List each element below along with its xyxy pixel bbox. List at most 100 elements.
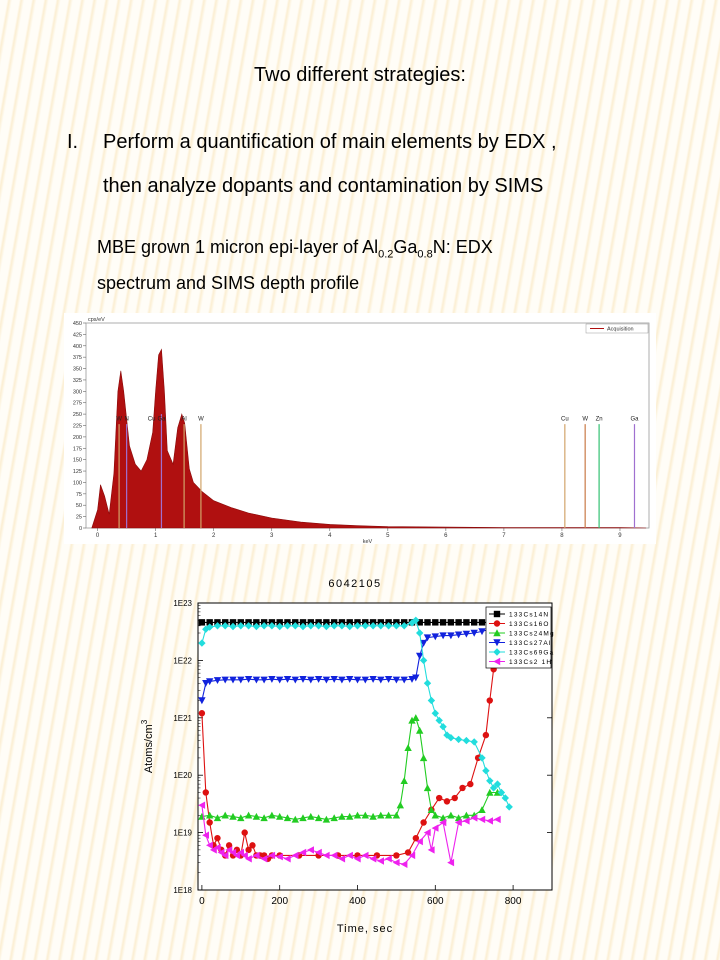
- sims-chart-title: 6042105: [328, 578, 381, 590]
- sims-data-point: [416, 652, 424, 660]
- sims-data-point: [419, 639, 428, 647]
- sims-data-point: [462, 630, 471, 638]
- sims-data-point: [346, 812, 354, 820]
- sims-data-point: [299, 676, 307, 683]
- strategy-number: I.: [67, 131, 79, 153]
- sims-data-point: [252, 676, 261, 684]
- edx-peak-label: Zn: [596, 416, 603, 422]
- sims-data-point: [451, 794, 458, 802]
- sims-data-point: [330, 676, 338, 683]
- sims-data-point: [431, 633, 439, 641]
- sims-data-point: [400, 860, 408, 868]
- sims-legend-entry: 133Cs24Mg: [509, 631, 555, 638]
- edx-peak-label: W: [198, 416, 204, 422]
- desc-part2: Ga: [393, 237, 418, 257]
- sims-data-point: [384, 855, 392, 863]
- edx-y-tick-label: 275: [73, 401, 82, 407]
- sims-data-point: [322, 815, 331, 823]
- sims-y-tick-label: 1E21: [173, 714, 192, 723]
- sims-data-point: [474, 754, 482, 762]
- edx-y-tick-label: 200: [73, 435, 82, 441]
- sims-data-point: [268, 676, 276, 683]
- edx-x-tick-label: 8: [560, 533, 564, 539]
- sims-data-point: [229, 619, 237, 626]
- sims-data-point: [198, 801, 206, 809]
- sims-y-tick-label: 1E23: [173, 599, 192, 608]
- sims-x-tick-label: 800: [505, 896, 522, 907]
- sims-legend-entry: 133Cs14N: [509, 612, 549, 619]
- edx-y-tick-label: 325: [73, 378, 82, 384]
- edx-x-tick-label: 5: [386, 533, 390, 539]
- sims-data-point: [198, 619, 206, 626]
- sims-data-point: [323, 619, 330, 626]
- sims-data-point: [493, 657, 501, 666]
- sims-series: [198, 714, 502, 823]
- edx-y-tick-label: 425: [73, 332, 82, 338]
- sims-data-point: [412, 834, 420, 842]
- edx-legend-entry: Acquisition: [607, 327, 634, 333]
- sims-data-point: [369, 676, 377, 683]
- sims-data-point: [462, 811, 471, 819]
- edx-peak-label: Ga: [157, 416, 166, 422]
- edx-x-tick-label: 7: [502, 533, 506, 539]
- edx-legend-box: [585, 323, 649, 334]
- sims-data-point: [252, 812, 261, 820]
- sims-data-point: [439, 814, 447, 822]
- sims-data-point: [314, 814, 323, 822]
- sims-data-point: [454, 818, 462, 827]
- sims-data-point: [346, 851, 353, 860]
- sims-data-point: [478, 619, 486, 626]
- sims-data-point: [493, 629, 501, 637]
- edx-peak-label: Cu: [148, 416, 156, 422]
- sims-data-point: [346, 676, 354, 683]
- sims-depth-profile-panel: 6042105 1E18 1E19 1E20 1E21 1E22 1E23 0 200 400 60…: [126, 560, 562, 940]
- sims-data-point: [244, 676, 253, 683]
- sims-data-point: [408, 716, 416, 724]
- sims-data-point: [455, 619, 462, 626]
- desc-sub2: 0.8: [417, 248, 433, 261]
- sims-data-point: [377, 811, 385, 819]
- sims-x-tick-label: 0: [199, 896, 205, 907]
- sims-data-point: [283, 855, 291, 863]
- sims-data-point: [330, 851, 338, 860]
- sims-data-point: [252, 622, 261, 631]
- sims-data-point: [377, 676, 385, 684]
- sims-data-point: [206, 619, 213, 626]
- sims-data-point: [291, 815, 299, 823]
- sims-y-tick-label: 1E22: [173, 656, 192, 665]
- sims-data-point: [423, 634, 432, 642]
- edx-x-tick-label: 1: [154, 533, 158, 539]
- sims-data-point: [478, 806, 486, 813]
- edx-y-tick-label: 175: [73, 446, 82, 452]
- sims-data-point: [260, 814, 268, 822]
- edx-peak-label: Cu: [561, 416, 569, 422]
- sims-data-point: [396, 801, 404, 809]
- sims-data-point: [353, 855, 361, 863]
- sims-data-point: [431, 811, 439, 819]
- sims-data-point: [229, 622, 237, 631]
- sims-data-point: [478, 628, 486, 636]
- sims-y-tick-label: 1E19: [173, 829, 192, 838]
- sims-data-point: [307, 812, 315, 820]
- sims-data-point: [497, 788, 506, 797]
- sims-data-point: [377, 857, 384, 865]
- sims-data-point: [392, 858, 400, 867]
- sims-data-point: [432, 619, 439, 626]
- edx-x-tick-label: 0: [96, 533, 100, 539]
- sims-data-point: [346, 622, 354, 631]
- sims-data-point: [249, 842, 256, 849]
- sims-data-point: [384, 811, 393, 819]
- sims-data-point: [225, 842, 233, 849]
- edx-x-tick-label: 2: [212, 533, 216, 539]
- sims-data-point: [299, 619, 307, 626]
- edx-y-tick-label: 25: [76, 515, 82, 521]
- sims-data-point: [229, 812, 237, 820]
- sims-data-point: [470, 629, 478, 637]
- sims-data-point: [393, 852, 400, 859]
- sims-data-point: [268, 851, 276, 860]
- sims-x-axis-label: Time, sec: [337, 923, 393, 935]
- edx-y-tick-label: 50: [76, 503, 82, 509]
- sims-data-point: [291, 851, 299, 860]
- sims-data-point: [486, 788, 494, 796]
